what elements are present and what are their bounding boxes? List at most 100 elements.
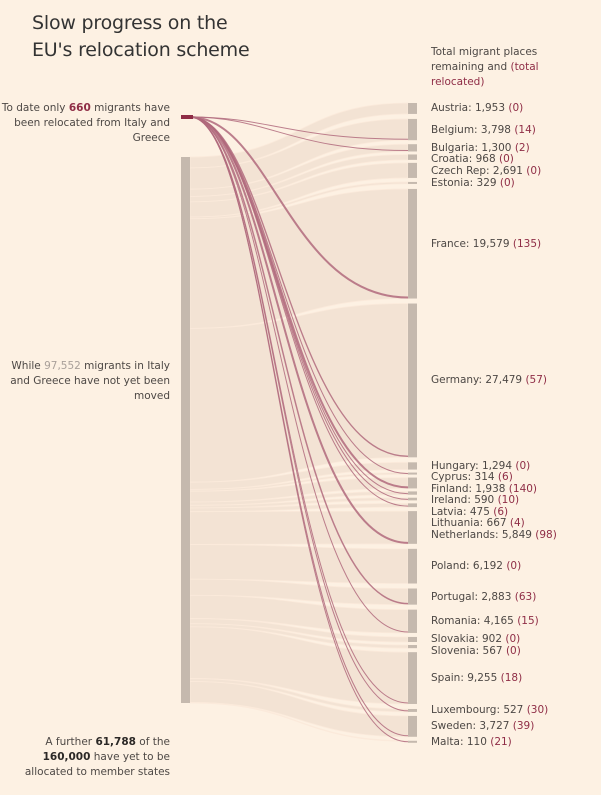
relocated-value: (21) [490, 735, 512, 748]
bar-finland [408, 477, 417, 489]
relocated-value: (10) [497, 494, 520, 507]
relocated-value: (0) [499, 176, 515, 189]
relocated-value: (6) [493, 505, 509, 518]
relocated-value: (14) [514, 123, 536, 136]
country-label: Finland: 1,938 (140) [431, 483, 537, 495]
flow-remaining-austria [189, 102, 409, 169]
bar-sweden [408, 715, 417, 737]
country-label: Germany: 27,479 (57) [431, 374, 547, 386]
country-name-value: Ireland: 590 [431, 494, 498, 507]
relocated-value: (18) [500, 672, 523, 685]
relocated-value: (63) [514, 590, 537, 603]
flow-relocated-malta [189, 116, 409, 743]
bar-ireland [408, 491, 417, 495]
bar-france [408, 188, 417, 299]
country-label: Austria: 1,953 (0) [431, 102, 523, 114]
relocated-count: 660 [68, 102, 91, 114]
country-label: Slovenia: 567 (0) [431, 645, 521, 657]
country-label: Romania: 4,165 (15) [431, 615, 539, 627]
country-label: Estonia: 329 (0) [431, 177, 515, 189]
country-name-value: Slovakia: 902 [431, 633, 506, 646]
country-label: Slovakia: 902 (0) [431, 633, 520, 645]
relocated-value: (39) [512, 720, 535, 733]
country-name-value: Bulgaria: 1,300 [431, 141, 515, 154]
flow-remaining-finland [189, 477, 409, 503]
annotation-waiting: While 97,552 migrants in Italy and Greec… [10, 360, 170, 402]
country-name-value: Hungary: 1,294 [431, 459, 516, 472]
country-name-value: Belgium: 3,798 [431, 123, 515, 136]
bar-not-yet-moved [181, 157, 190, 703]
relocated-value: (6) [497, 471, 513, 484]
country-name-value: Luxembourg: 527 [431, 704, 527, 717]
relocated-flows [189, 116, 409, 743]
relocated-value: (57) [525, 374, 548, 387]
bar-hungary [408, 462, 417, 470]
bar-netherlands [408, 511, 417, 544]
relocated-value: (0) [506, 560, 522, 573]
relocated-value: (98) [535, 528, 557, 541]
bar-cyprus [408, 472, 417, 475]
relocated-value: (0) [526, 164, 542, 177]
country-name-value: Czech Rep: 2,691 [431, 164, 527, 177]
chart-title: Slow progress on the EU's relocation sch… [32, 12, 250, 61]
relocated-value: (2) [514, 141, 530, 154]
flow-remaining-slovakia [189, 618, 409, 643]
bar-latvia [408, 497, 417, 501]
country-name-value: Netherlands: 5,849 [431, 528, 536, 541]
country-label: France: 19,579 (135) [431, 238, 541, 250]
bar-relocated [181, 115, 193, 119]
flow-remaining-poland [189, 544, 409, 584]
flow-relocated-portugal [189, 116, 409, 605]
flow-relocated-bulgaria [189, 116, 409, 151]
country-label: Croatia: 968 (0) [431, 153, 514, 165]
country-label: Netherlands: 5,849 (98) [431, 529, 557, 541]
remaining-flows [189, 102, 409, 742]
flow-relocated-lithuania [189, 116, 409, 507]
country-name-value: Austria: 1,953 [431, 102, 509, 115]
annotation-relocated: To date only 660 migrants have been relo… [1, 102, 170, 144]
relocated-value: (0) [505, 633, 521, 646]
country-label: Lithuania: 667 (4) [431, 517, 525, 529]
flow-remaining-bulgaria [189, 143, 409, 197]
country-name-value: Estonia: 329 [431, 176, 500, 189]
country-label: Latvia: 475 (6) [431, 506, 508, 518]
bar-germany [408, 303, 417, 458]
bar-poland [408, 548, 417, 584]
country-name-value: Sweden: 3,727 [431, 720, 513, 733]
unallocated-count: 61,788 [95, 736, 136, 748]
country-label: Poland: 6,192 (0) [431, 560, 521, 572]
country-name-value: Portugal: 2,883 [431, 590, 515, 603]
bar-luxembourg [408, 708, 417, 712]
country-label: Cyprus: 314 (6) [431, 471, 513, 483]
relocated-value: (0) [508, 102, 524, 115]
waiting-count: 97,552 [44, 360, 81, 372]
relocated-value: (0) [499, 153, 514, 166]
country-label: Luxembourg: 527 (30) [431, 704, 548, 716]
annotation-unallocated: A further 61,788 of the 160,000 have yet… [24, 736, 170, 778]
relocated-value: (15) [517, 615, 539, 628]
country-name-value: Cyprus: 314 [431, 471, 498, 484]
relocated-value: (140) [508, 482, 538, 495]
legend-heading: Total migrant places remaining and (tota… [431, 46, 539, 88]
flow-relocated-romania [189, 116, 409, 633]
flow-remaining-netherlands [189, 510, 409, 545]
country-label: Spain: 9,255 (18) [431, 672, 522, 684]
flow-remaining-portugal [189, 578, 409, 606]
country-label: Sweden: 3,727 (39) [431, 720, 534, 732]
bars [181, 103, 417, 743]
country-name-value: Germany: 27,479 [431, 374, 526, 387]
flow-relocated-france [189, 116, 409, 299]
bar-slovakia [408, 636, 417, 643]
total-count: 160,000 [42, 751, 91, 763]
country-name-value: Slovenia: 567 [431, 644, 506, 657]
country-label: Bulgaria: 1,300 (2) [431, 142, 530, 154]
country-label: Portugal: 2,883 (63) [431, 591, 536, 603]
flow-relocated-netherlands [189, 116, 409, 544]
bar-malta [408, 740, 417, 743]
bar-romania [408, 609, 417, 633]
country-label: Hungary: 1,294 (0) [431, 460, 530, 472]
flow-relocated-belgium [189, 116, 409, 140]
country-label: Czech Rep: 2,691 (0) [431, 165, 541, 177]
country-name-value: Latvia: 475 [431, 505, 494, 518]
